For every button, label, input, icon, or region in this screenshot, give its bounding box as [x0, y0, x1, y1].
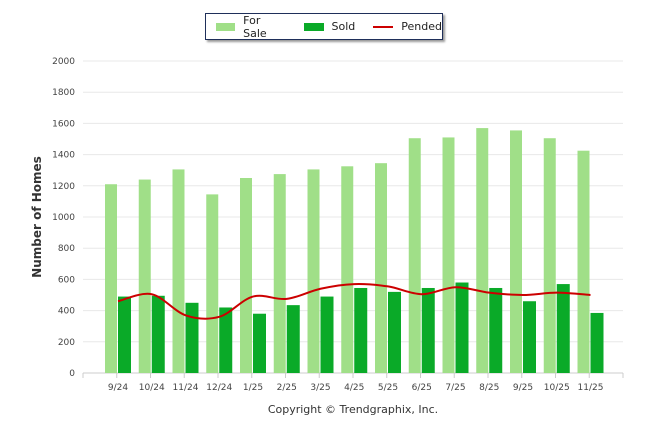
y-tick-label: 200 [58, 338, 75, 348]
y-tick-label: 1200 [52, 182, 75, 192]
bar-for-sale [408, 138, 421, 373]
x-tick-label: 11/25 [578, 383, 604, 393]
bar-sold [523, 301, 536, 373]
y-tick-label: 600 [58, 275, 75, 285]
bar-for-sale [341, 166, 354, 373]
x-tick-label: 8/25 [479, 383, 499, 393]
x-tick-label: 9/25 [513, 383, 533, 393]
y-tick-label: 0 [69, 369, 75, 379]
legend-item-pended[interactable]: Pended [373, 20, 442, 33]
sold-swatch [303, 22, 324, 31]
bar-for-sale [138, 179, 151, 373]
bar-sold [118, 296, 131, 373]
bar-sold [320, 296, 334, 373]
bar-sold [253, 313, 266, 373]
bar-sold [286, 305, 300, 373]
x-tick-label: 10/24 [139, 383, 165, 393]
y-tick-label: 1800 [52, 88, 75, 98]
legend-label: Sold [331, 20, 356, 33]
bar-sold [354, 287, 368, 373]
y-tick-label: 1600 [52, 119, 75, 129]
legend-item-sold[interactable]: Sold [303, 20, 356, 33]
for-sale-swatch [216, 22, 236, 31]
bar-for-sale [510, 130, 522, 373]
bar-sold [556, 284, 570, 373]
x-tick-label: 3/25 [310, 383, 330, 393]
x-tick-label: 2/25 [277, 383, 297, 393]
y-tick-label: 800 [58, 244, 75, 254]
legend-label: Pended [401, 20, 442, 33]
bar-sold [421, 287, 435, 373]
bar-sold [151, 295, 165, 373]
bar-for-sale [442, 137, 455, 373]
legend: For Sale Sold Pended [205, 13, 443, 40]
bar-sold [388, 291, 401, 373]
pended-swatch [373, 25, 394, 28]
copyright-footer: Copyright © Trendgraphix, Inc. [268, 403, 438, 416]
x-tick-label: 10/25 [544, 383, 570, 393]
x-tick-label: 12/24 [206, 383, 232, 393]
y-tick-label: 400 [58, 307, 75, 317]
y-tick-label: 2000 [52, 57, 75, 67]
bar-sold [219, 307, 233, 373]
x-tick-label: 5/25 [378, 383, 398, 393]
x-tick-label: 6/25 [412, 383, 432, 393]
y-tick-label: 1000 [52, 213, 75, 223]
bar-for-sale [307, 169, 320, 373]
bar-sold [455, 282, 469, 373]
bar-for-sale [476, 128, 489, 373]
bar-for-sale [543, 138, 556, 373]
bar-for-sale [240, 178, 252, 373]
bar-for-sale [206, 194, 219, 373]
bar-sold [590, 312, 604, 373]
x-tick-label: 7/25 [445, 383, 465, 393]
bar-sold [185, 302, 199, 373]
x-tick-label: 9/24 [108, 383, 128, 393]
bar-sold [489, 287, 503, 373]
legend-label: For Sale [243, 13, 267, 40]
bar-for-sale [105, 184, 117, 373]
bar-for-sale [172, 169, 185, 373]
x-tick-label: 4/25 [344, 383, 364, 393]
bar-for-sale [577, 150, 590, 373]
x-tick-label: 1/25 [243, 383, 263, 393]
bar-for-sale [273, 174, 286, 373]
legend-item-for-sale[interactable]: For Sale [216, 14, 286, 40]
y-axis-title: Number of Homes [30, 156, 44, 278]
x-tick-label: 11/24 [173, 383, 199, 393]
y-tick-label: 1400 [52, 151, 75, 161]
bar-for-sale [375, 163, 387, 373]
